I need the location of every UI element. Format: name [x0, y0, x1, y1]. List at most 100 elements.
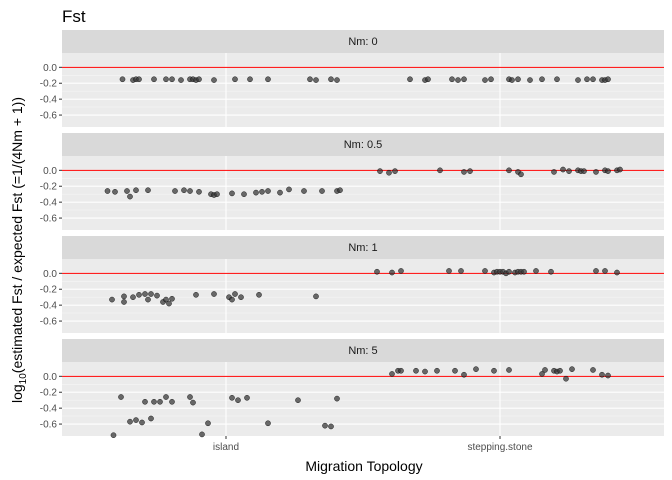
panel-background [62, 362, 664, 436]
data-point [277, 189, 283, 196]
data-point [121, 293, 127, 300]
data-point [154, 292, 160, 299]
data-point [235, 397, 241, 404]
panel-background [62, 53, 664, 127]
data-point [214, 191, 220, 198]
y-tick-label: -0.2 [40, 388, 58, 399]
data-point [554, 76, 560, 83]
data-point [286, 186, 292, 193]
data-point [557, 367, 563, 374]
data-point [139, 419, 145, 426]
data-point [506, 367, 512, 373]
data-point [265, 188, 271, 194]
data-point [614, 269, 620, 276]
data-point [337, 187, 343, 194]
data-point [109, 296, 115, 303]
data-point [392, 168, 398, 174]
y-tick-label: -0.2 [40, 79, 58, 90]
data-point [452, 367, 458, 374]
data-point [244, 394, 250, 401]
data-point [169, 398, 175, 405]
data-point [256, 291, 262, 298]
data-point [229, 296, 235, 303]
data-point [130, 294, 136, 301]
data-point [232, 76, 238, 83]
data-point [127, 193, 133, 200]
data-point [265, 420, 271, 427]
data-point [569, 366, 575, 373]
data-point [566, 168, 572, 174]
data-point [461, 76, 467, 83]
facet-panels: Nm: 0 0.0 -0.2 -0.4 -0.6 Nm: 0.5 0.0 -0.2 -0.4 -0… [40, 30, 664, 439]
y-tick-label: -0.4 [40, 301, 58, 312]
data-point [398, 367, 404, 374]
data-point [253, 189, 259, 196]
data-point [142, 291, 148, 297]
data-point [334, 395, 340, 402]
data-point [136, 291, 142, 298]
data-point [542, 367, 548, 373]
data-point [374, 268, 380, 275]
data-point [461, 169, 467, 175]
data-point [575, 77, 581, 83]
y-tick-label: -0.6 [40, 317, 58, 328]
y-tick-label: -0.4 [40, 198, 58, 209]
facet-strip [62, 133, 664, 156]
facet-panel: Nm: 5 0.0 -0.2 -0.4 -0.6 [40, 339, 664, 439]
y-axis-title-prefix: log [9, 384, 25, 403]
data-point [590, 367, 596, 373]
data-point [259, 188, 265, 195]
data-point [265, 76, 271, 83]
data-point [232, 291, 238, 297]
data-point [425, 76, 431, 83]
x-tick-label: island [213, 442, 239, 453]
data-point [491, 367, 497, 374]
facet-panel: Nm: 1 0.0 -0.2 -0.4 -0.6 [40, 236, 664, 333]
data-point [548, 268, 554, 275]
data-point [413, 367, 419, 374]
data-point [121, 299, 127, 305]
data-point [193, 291, 199, 298]
data-point [151, 76, 157, 83]
data-point [118, 394, 124, 400]
data-point [506, 268, 512, 275]
data-point [313, 293, 319, 300]
data-point [145, 187, 151, 194]
data-point [434, 367, 440, 374]
data-point [163, 394, 169, 400]
y-axis-title-suffix: (estimated Fst / expected Fst (=1/(4Nm +… [9, 97, 25, 373]
data-point [169, 76, 175, 83]
data-point [560, 166, 566, 173]
data-point [110, 432, 117, 439]
y-tick-label: -0.4 [40, 95, 58, 106]
chart-title: Fst [62, 7, 86, 26]
data-point [112, 188, 118, 195]
data-point [605, 168, 611, 174]
data-point [488, 76, 494, 83]
data-point [196, 76, 202, 83]
data-point [247, 76, 253, 83]
data-point [322, 422, 328, 429]
data-point [157, 398, 163, 405]
data-point [328, 423, 334, 430]
data-point [593, 169, 599, 175]
facet-strip [62, 339, 664, 362]
facet-panel: Nm: 0.5 0.0 -0.2 -0.4 -0.6 [40, 133, 664, 230]
y-axis-title: log10(estimated Fst / expected Fst (=1/(… [9, 97, 29, 403]
data-point [166, 300, 172, 307]
data-point [229, 190, 235, 197]
data-point [187, 188, 193, 194]
data-point [196, 188, 202, 195]
data-point [467, 168, 473, 174]
data-point [211, 77, 217, 83]
data-point [602, 268, 608, 274]
facet-strip-label: Nm: 5 [348, 345, 377, 357]
data-point [145, 296, 151, 303]
data-point [461, 371, 467, 378]
facet-strip-label: Nm: 1 [348, 242, 377, 254]
data-point [119, 76, 126, 83]
data-point [422, 368, 428, 375]
data-point [229, 394, 235, 401]
data-point [124, 188, 130, 194]
data-point [386, 169, 392, 176]
